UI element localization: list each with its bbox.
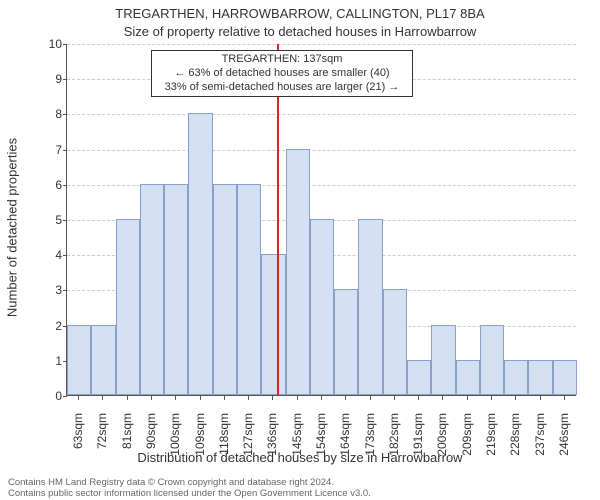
histogram-bar bbox=[67, 325, 91, 395]
histogram-bar bbox=[310, 219, 334, 395]
x-axis-label: Distribution of detached houses by size … bbox=[0, 450, 600, 465]
x-tick-mark bbox=[224, 396, 225, 400]
footer-attribution: Contains HM Land Registry data © Crown c… bbox=[8, 478, 371, 500]
x-tick-mark bbox=[467, 396, 468, 400]
y-tick-label: 4 bbox=[38, 248, 62, 262]
x-tick-mark bbox=[248, 396, 249, 400]
x-tick-mark bbox=[175, 396, 176, 400]
histogram-bar bbox=[407, 360, 431, 395]
histogram-bar bbox=[188, 113, 212, 395]
y-tick-label: 9 bbox=[38, 72, 62, 86]
histogram-bar bbox=[237, 184, 261, 395]
x-tick-mark bbox=[321, 396, 322, 400]
y-tick-label: 2 bbox=[38, 319, 62, 333]
y-tick-mark bbox=[63, 396, 67, 397]
histogram-bar bbox=[383, 289, 407, 395]
y-tick-label: 10 bbox=[38, 37, 62, 51]
annotation-line3: 33% of semi-detached houses are larger (… bbox=[156, 81, 408, 95]
histogram-bar bbox=[164, 184, 188, 395]
histogram-bar bbox=[431, 325, 455, 395]
x-tick-mark bbox=[370, 396, 371, 400]
chart-title-sub: Size of property relative to detached ho… bbox=[0, 24, 600, 39]
histogram-bar bbox=[261, 254, 285, 395]
x-tick-mark bbox=[540, 396, 541, 400]
histogram-bar bbox=[116, 219, 140, 395]
histogram-bar bbox=[504, 360, 528, 395]
y-tick-label: 7 bbox=[38, 143, 62, 157]
annotation-line1: TREGARTHEN: 137sqm bbox=[156, 53, 408, 67]
histogram-bar bbox=[140, 184, 164, 395]
y-tick-label: 8 bbox=[38, 107, 62, 121]
x-tick-mark bbox=[151, 396, 152, 400]
histogram-bar bbox=[213, 184, 237, 395]
x-tick-mark bbox=[272, 396, 273, 400]
annotation-box: TREGARTHEN: 137sqm ← 63% of detached hou… bbox=[151, 50, 413, 97]
x-tick-mark bbox=[78, 396, 79, 400]
x-tick-mark bbox=[515, 396, 516, 400]
x-tick-mark bbox=[564, 396, 565, 400]
y-tick-label: 1 bbox=[38, 354, 62, 368]
x-tick-mark bbox=[394, 396, 395, 400]
x-tick-mark bbox=[345, 396, 346, 400]
chart-title-main: TREGARTHEN, HARROWBARROW, CALLINGTON, PL… bbox=[0, 6, 600, 21]
x-tick-mark bbox=[491, 396, 492, 400]
x-tick-mark bbox=[442, 396, 443, 400]
y-tick-label: 5 bbox=[38, 213, 62, 227]
histogram-bar bbox=[528, 360, 552, 395]
histogram-bar bbox=[553, 360, 577, 395]
y-tick-label: 6 bbox=[38, 178, 62, 192]
y-tick-label: 3 bbox=[38, 283, 62, 297]
histogram-bar bbox=[334, 289, 358, 395]
histogram-bar bbox=[358, 219, 382, 395]
footer-line2: Contains public sector information licen… bbox=[8, 489, 371, 500]
histogram-bar bbox=[456, 360, 480, 395]
y-tick-label: 0 bbox=[38, 389, 62, 403]
x-tick-mark bbox=[297, 396, 298, 400]
x-tick-mark bbox=[127, 396, 128, 400]
x-tick-mark bbox=[418, 396, 419, 400]
y-axis-label: Number of detached properties bbox=[5, 138, 20, 317]
histogram-bar bbox=[480, 325, 504, 395]
x-tick-mark bbox=[200, 396, 201, 400]
plot-area: TREGARTHEN: 137sqm ← 63% of detached hou… bbox=[66, 44, 576, 396]
annotation-line2: ← 63% of detached houses are smaller (40… bbox=[156, 67, 408, 81]
chart-container: TREGARTHEN, HARROWBARROW, CALLINGTON, PL… bbox=[0, 0, 600, 500]
histogram-bar bbox=[91, 325, 115, 395]
histogram-bar bbox=[286, 149, 310, 395]
x-tick-mark bbox=[102, 396, 103, 400]
